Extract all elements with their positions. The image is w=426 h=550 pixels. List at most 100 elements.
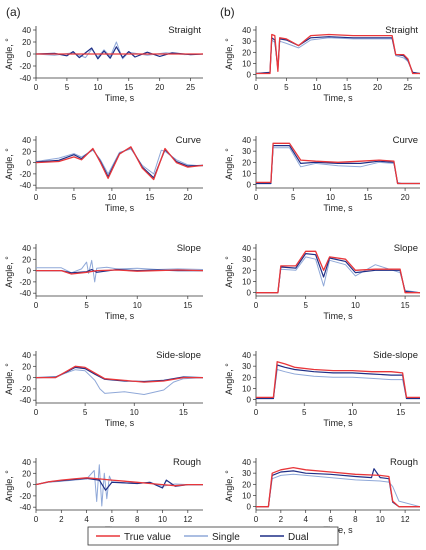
legend: True value Single Dual: [87, 526, 339, 546]
legend-label: Dual: [288, 532, 309, 543]
series-dual: [255, 36, 421, 75]
panel-label-b: (b): [220, 5, 235, 19]
subplot-title: Side-slope: [156, 350, 201, 361]
y-axis-label: Angle, °: [224, 470, 234, 502]
y-tick-label: 20: [22, 469, 31, 478]
x-tick-label: 0: [34, 301, 39, 310]
series-single: [256, 369, 420, 399]
y-axis-label: Angle, °: [4, 363, 14, 395]
y-tick-label: 40: [242, 244, 251, 253]
x-tick-label: 10: [312, 83, 321, 92]
y-tick-label: 20: [242, 48, 251, 57]
x-tick-label: 12: [401, 515, 410, 524]
x-tick-label: 20: [183, 193, 192, 202]
x-tick-label: 4: [84, 515, 89, 524]
x-axis-label: Time, s: [323, 311, 353, 321]
subplot-a-side-slope: -40 -20 0 20 40 0 5 10 15 Time, s Angle, ° Side-slo…: [4, 350, 204, 428]
y-axis-label: Angle, °: [4, 256, 14, 288]
y-axis-label: Angle, °: [224, 363, 234, 395]
y-tick-label: 20: [22, 255, 31, 264]
x-tick-label: 10: [326, 193, 335, 202]
x-tick-label: 10: [348, 408, 357, 417]
y-axis-label: Angle, °: [224, 38, 234, 70]
x-axis-label: Time, s: [105, 93, 135, 103]
subplot-a-slope: -40 -20 0 20 40 0 5 10 15 Time, s Angle, ° Slope: [4, 243, 204, 321]
x-tick-label: 15: [145, 193, 154, 202]
legend-box: [87, 526, 339, 546]
x-tick-label: 6: [110, 515, 115, 524]
x-tick-label: 5: [302, 408, 307, 417]
subplot-title: Curve: [176, 135, 201, 146]
x-tick-label: 10: [133, 301, 142, 310]
x-tick-label: 20: [155, 83, 164, 92]
subplot-b-straight: 0 10 20 30 40 0 5 10 15 20 25 Time, s Angle, ° Straig…: [224, 25, 421, 103]
series-dual: [256, 145, 420, 185]
subplot-b-slope: 0 10 20 30 40 0 5 10 15 Time, s Angle, ° Slope: [224, 243, 421, 321]
x-tick-label: 5: [303, 301, 308, 310]
series-true-value: [256, 250, 420, 294]
x-tick-label: 6: [328, 515, 333, 524]
y-tick-label: 20: [242, 373, 251, 382]
x-tick-label: 10: [130, 408, 139, 417]
x-tick-label: 0: [254, 515, 259, 524]
x-tick-label: 20: [373, 83, 382, 92]
x-tick-label: 8: [353, 515, 358, 524]
y-tick-label: 10: [242, 491, 251, 500]
x-tick-label: 5: [65, 83, 70, 92]
y-tick-label: 0: [27, 50, 32, 59]
series-single: [255, 37, 421, 74]
y-tick-label: 20: [242, 480, 251, 489]
x-tick-label: 0: [254, 83, 259, 92]
x-tick-label: 10: [107, 193, 116, 202]
y-tick-label: 30: [242, 37, 251, 46]
y-tick-label: 30: [242, 362, 251, 371]
x-tick-label: 15: [183, 301, 192, 310]
y-axis-label: Angle, °: [4, 38, 14, 70]
subplot-title: Straight: [168, 25, 201, 36]
y-tick-label: -20: [19, 492, 31, 501]
x-tick-label: 25: [403, 83, 412, 92]
y-axis-label: Angle, °: [4, 470, 14, 502]
series-dual: [35, 46, 204, 60]
x-tick-label: 4: [303, 515, 308, 524]
x-tick-label: 15: [179, 408, 188, 417]
subplot-b-side-slope: 0 10 20 30 40 0 5 10 15 Time, s Angle, ° Side-slope: [224, 350, 420, 428]
x-tick-label: 0: [254, 408, 259, 417]
x-tick-label: 15: [363, 193, 372, 202]
y-tick-label: 30: [242, 147, 251, 156]
y-tick-label: -40: [19, 289, 31, 298]
y-tick-label: 40: [242, 458, 251, 467]
x-tick-label: 10: [158, 515, 167, 524]
series-true-value: [256, 361, 420, 399]
series-single: [256, 473, 421, 508]
series-true-value: [256, 466, 420, 508]
x-tick-label: 2: [59, 515, 64, 524]
y-tick-label: 20: [242, 158, 251, 167]
subplot-b-curve: 0 10 20 30 40 0 5 10 15 20 Time, s Angle, ° Curve: [224, 135, 420, 213]
y-tick-label: 10: [242, 169, 251, 178]
x-tick-label: 12: [183, 515, 192, 524]
subplot-title: Side-slope: [373, 350, 418, 361]
x-tick-label: 15: [124, 83, 133, 92]
x-tick-label: 5: [291, 193, 296, 202]
y-tick-label: 10: [242, 59, 251, 68]
x-tick-label: 0: [34, 193, 39, 202]
y-tick-label: 10: [242, 277, 251, 286]
y-tick-label: 40: [22, 26, 31, 35]
x-tick-label: 2: [279, 515, 284, 524]
y-tick-label: 0: [247, 289, 252, 298]
y-tick-label: 40: [242, 351, 251, 360]
y-tick-label: 30: [242, 255, 251, 264]
legend-label: Single: [212, 532, 240, 543]
y-tick-label: 0: [247, 181, 252, 190]
x-tick-label: 0: [254, 193, 259, 202]
x-tick-label: 0: [34, 408, 39, 417]
y-tick-label: 0: [27, 481, 32, 490]
x-tick-label: 10: [351, 301, 360, 310]
subplot-title: Straight: [385, 25, 418, 36]
y-tick-label: -20: [19, 62, 31, 71]
y-tick-label: 0: [27, 267, 32, 276]
y-tick-label: 20: [22, 38, 31, 47]
